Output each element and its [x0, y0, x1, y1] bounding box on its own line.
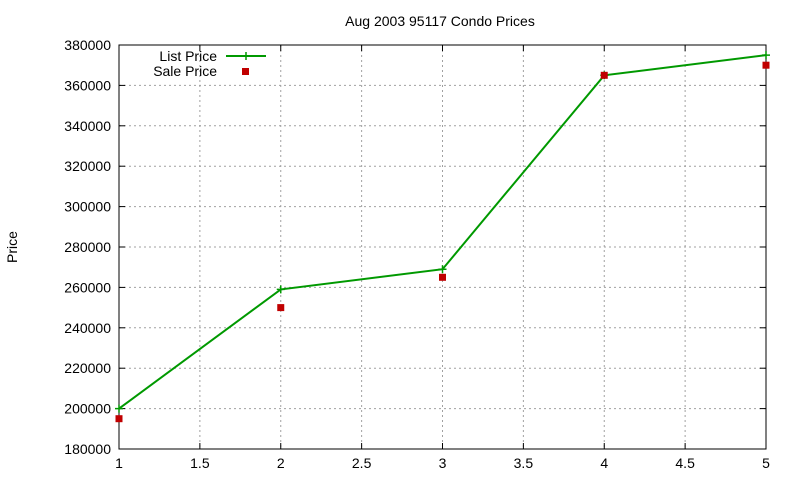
x-tick-label: 2.5: [352, 455, 372, 471]
y-tick-label: 360000: [64, 77, 111, 93]
data-point-sale-price: [762, 61, 770, 69]
y-tick-label: 240000: [64, 320, 111, 336]
y-tick-label: 380000: [64, 37, 111, 53]
y-tick-label: 200000: [64, 401, 111, 417]
x-tick-label: 5: [762, 455, 770, 471]
legend-label-sale-price: Sale Price: [153, 63, 217, 79]
series-sale-price: [115, 61, 770, 423]
y-tick-label: 180000: [64, 441, 111, 457]
x-tick-label: 4.5: [675, 455, 695, 471]
y-tick-label: 300000: [64, 199, 111, 215]
legend: List Price Sale Price: [153, 48, 266, 79]
data-point-list-price: [438, 265, 447, 274]
x-tick-label: 4: [600, 455, 608, 471]
chart-title: Aug 2003 95117 Condo Prices: [345, 13, 535, 29]
data-point-list-price: [115, 404, 123, 413]
legend-marker-list-price: [242, 52, 250, 60]
y-tick-label: 220000: [64, 360, 111, 376]
series-list-price: [115, 51, 770, 413]
plot-frame: [118, 44, 767, 450]
series: [115, 51, 770, 423]
data-point-list-price: [762, 51, 770, 60]
y-axis-label: Price: [4, 231, 20, 263]
legend-marker-sale-price: [242, 68, 249, 75]
data-point-list-price: [276, 285, 285, 294]
x-tick-label: 1.5: [190, 455, 210, 471]
grid: [119, 45, 766, 449]
axis-ticks: 1 1.5 2 2.5 3 3.5 4 4.5 5 180000 200000 220000 24000…: [64, 37, 770, 471]
x-tick-label: 3.5: [514, 455, 534, 471]
data-point-sale-price: [115, 415, 123, 423]
legend-label-list-price: List Price: [159, 48, 217, 64]
y-tick-label: 260000: [64, 279, 111, 295]
data-point-sale-price: [600, 71, 608, 79]
y-tick-label: 280000: [64, 239, 111, 255]
y-tick-label: 320000: [64, 158, 111, 174]
y-tick-label: 340000: [64, 118, 111, 134]
x-tick-label: 1: [115, 455, 123, 471]
x-tick-label: 3: [439, 455, 447, 471]
data-point-sale-price: [439, 273, 446, 281]
data-point-sale-price: [277, 304, 285, 312]
x-tick-label: 2: [277, 455, 285, 471]
